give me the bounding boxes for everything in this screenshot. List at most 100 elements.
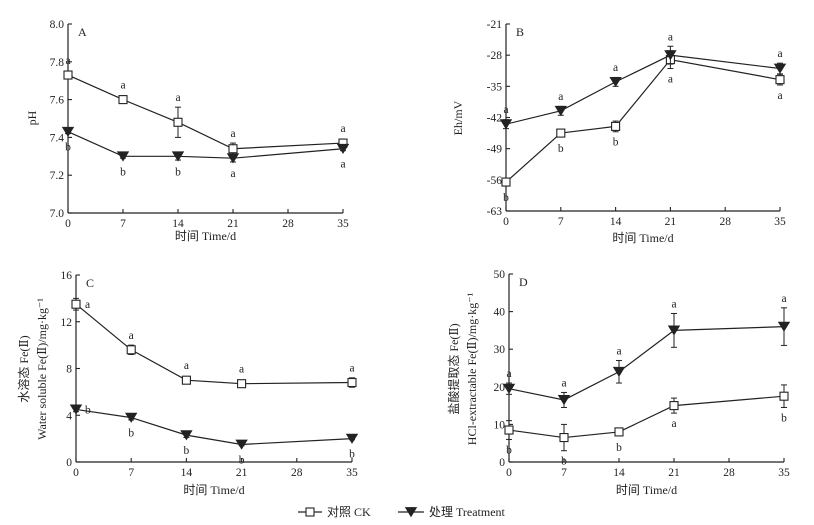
x-tick-label: 21 <box>227 218 239 230</box>
series-ck: b b b a a <box>501 50 785 204</box>
x-tick-label: 21 <box>236 467 248 479</box>
significance-letter: b <box>506 444 512 456</box>
significance-letter: b <box>781 412 787 424</box>
y-tick-label: -49 <box>487 144 503 156</box>
data-point <box>180 430 193 441</box>
series-line <box>508 326 785 401</box>
series-ck: a a a a a <box>71 297 357 389</box>
x-tick-label: 35 <box>778 467 790 479</box>
legend-ck-label: 对照 CK <box>327 505 371 519</box>
series-line <box>508 395 785 439</box>
x-tick-label: 35 <box>774 216 786 228</box>
legend-ck-marker <box>305 507 315 517</box>
significance-letter: a <box>230 168 235 180</box>
significance-letter: a <box>671 418 676 430</box>
data-point <box>667 325 681 336</box>
data-point <box>554 105 568 117</box>
data-point <box>336 143 350 155</box>
y-axis-label: 水溶态 Fe(Ⅱ) <box>16 335 31 402</box>
data-point <box>124 412 138 423</box>
x-tick-label: 14 <box>613 467 625 479</box>
y-tick-label: 50 <box>494 269 506 281</box>
significance-letter: b <box>184 445 190 457</box>
x-tick-label: 0 <box>506 467 512 479</box>
data-point <box>775 75 785 85</box>
y-tick-label: 40 <box>494 307 506 319</box>
significance-letter: a <box>65 55 70 67</box>
x-tick-label: 35 <box>346 467 358 479</box>
data-point <box>504 425 514 435</box>
panel-D: 0 10 20 30 40 50 0 7 14 21 28 35 时间 Time/d 盐酸提取态 Fe(Ⅱ… <box>446 269 791 497</box>
data-point <box>501 177 511 187</box>
significance-letter: a <box>668 31 673 43</box>
significance-letter: a <box>175 92 180 104</box>
y-tick-label: -56 <box>487 175 503 187</box>
series-line <box>505 54 781 125</box>
panel-A: 7.0 7.2 7.4 7.6 7.8 8.0 0 7 14 21 28 35 时间 Time/d pH A… <box>25 19 350 243</box>
series-treatment: b b b b b <box>69 404 359 466</box>
y-tick-label: 0 <box>66 457 72 469</box>
x-tick-label: 7 <box>128 467 134 479</box>
significance-letter: b <box>558 143 564 155</box>
significance-letter: a <box>503 104 508 116</box>
significance-letter: a <box>506 368 511 380</box>
data-point <box>118 95 128 105</box>
data-point <box>499 119 513 130</box>
y-tick-label: 30 <box>494 344 506 356</box>
significance-letter: a <box>613 62 618 74</box>
significance-letter: b <box>503 192 509 204</box>
y-axis-label: HCl-extractable Fe(Ⅱ)/mg·kg⁻¹ <box>465 292 479 445</box>
significance-letter: b <box>561 456 567 468</box>
data-point <box>71 299 81 309</box>
data-point <box>347 377 357 388</box>
y-tick-label: 7.8 <box>50 57 65 69</box>
y-tick-label: 8.0 <box>50 19 65 31</box>
data-point <box>226 153 240 164</box>
x-tick-label: 7 <box>561 467 567 479</box>
data-point <box>173 117 183 127</box>
x-tick-label: 21 <box>665 216 677 228</box>
legend: 对照 CK 处理 Treatment <box>298 505 506 519</box>
data-point <box>126 345 136 355</box>
y-tick-label: -28 <box>487 50 503 62</box>
series-line <box>75 303 353 385</box>
y-tick-label: -63 <box>487 206 503 218</box>
significance-letter: a <box>340 159 345 171</box>
series-treatment: b b b a a <box>61 126 350 180</box>
data-point <box>228 144 238 154</box>
significance-letter: a <box>616 345 621 357</box>
x-axis-label: 时间 Time/d <box>183 483 244 497</box>
significance-letter: b <box>85 404 91 416</box>
series-ck: b b b a b <box>504 384 789 468</box>
significance-letter: a <box>230 128 235 140</box>
panel-B: -63 -56 -49 -42 -35 -28 -21 0 7 14 21 28 35 时间 Time/d… <box>451 19 787 245</box>
significance-letter: b <box>349 449 355 461</box>
series-line <box>75 408 353 446</box>
significance-letter: a <box>85 299 90 311</box>
data-point <box>611 121 621 131</box>
data-point <box>63 70 73 80</box>
y-tick-label: 12 <box>61 317 73 329</box>
y-tick-label: 7.4 <box>50 132 65 144</box>
significance-letter: a <box>668 74 673 86</box>
x-tick-label: 14 <box>172 218 184 230</box>
y-axis-label: Water soluble Fe(Ⅱ)/mg·kg⁻¹ <box>35 298 49 440</box>
significance-letter: b <box>613 137 619 149</box>
y-tick-label: 16 <box>61 270 73 282</box>
significance-letter: b <box>128 428 134 440</box>
data-point <box>557 395 571 406</box>
legend-treatment-marker <box>404 507 418 518</box>
data-point <box>612 366 626 378</box>
significance-letter: a <box>120 80 125 92</box>
y-tick-label: 10 <box>494 419 506 431</box>
x-axis-label: 时间 Time/d <box>175 229 236 243</box>
significance-letter: b <box>239 454 245 466</box>
panel-letter: A <box>78 25 87 39</box>
y-tick-label: 7.2 <box>50 170 65 182</box>
panel-C: 0 4 8 12 16 0 7 14 21 28 35 时间 Time/d 水溶态 Fe(Ⅱ) Water… <box>16 270 359 497</box>
series-line <box>67 74 344 150</box>
significance-letter: b <box>120 166 126 178</box>
data-point <box>614 427 624 437</box>
panel-letter: B <box>516 25 524 39</box>
